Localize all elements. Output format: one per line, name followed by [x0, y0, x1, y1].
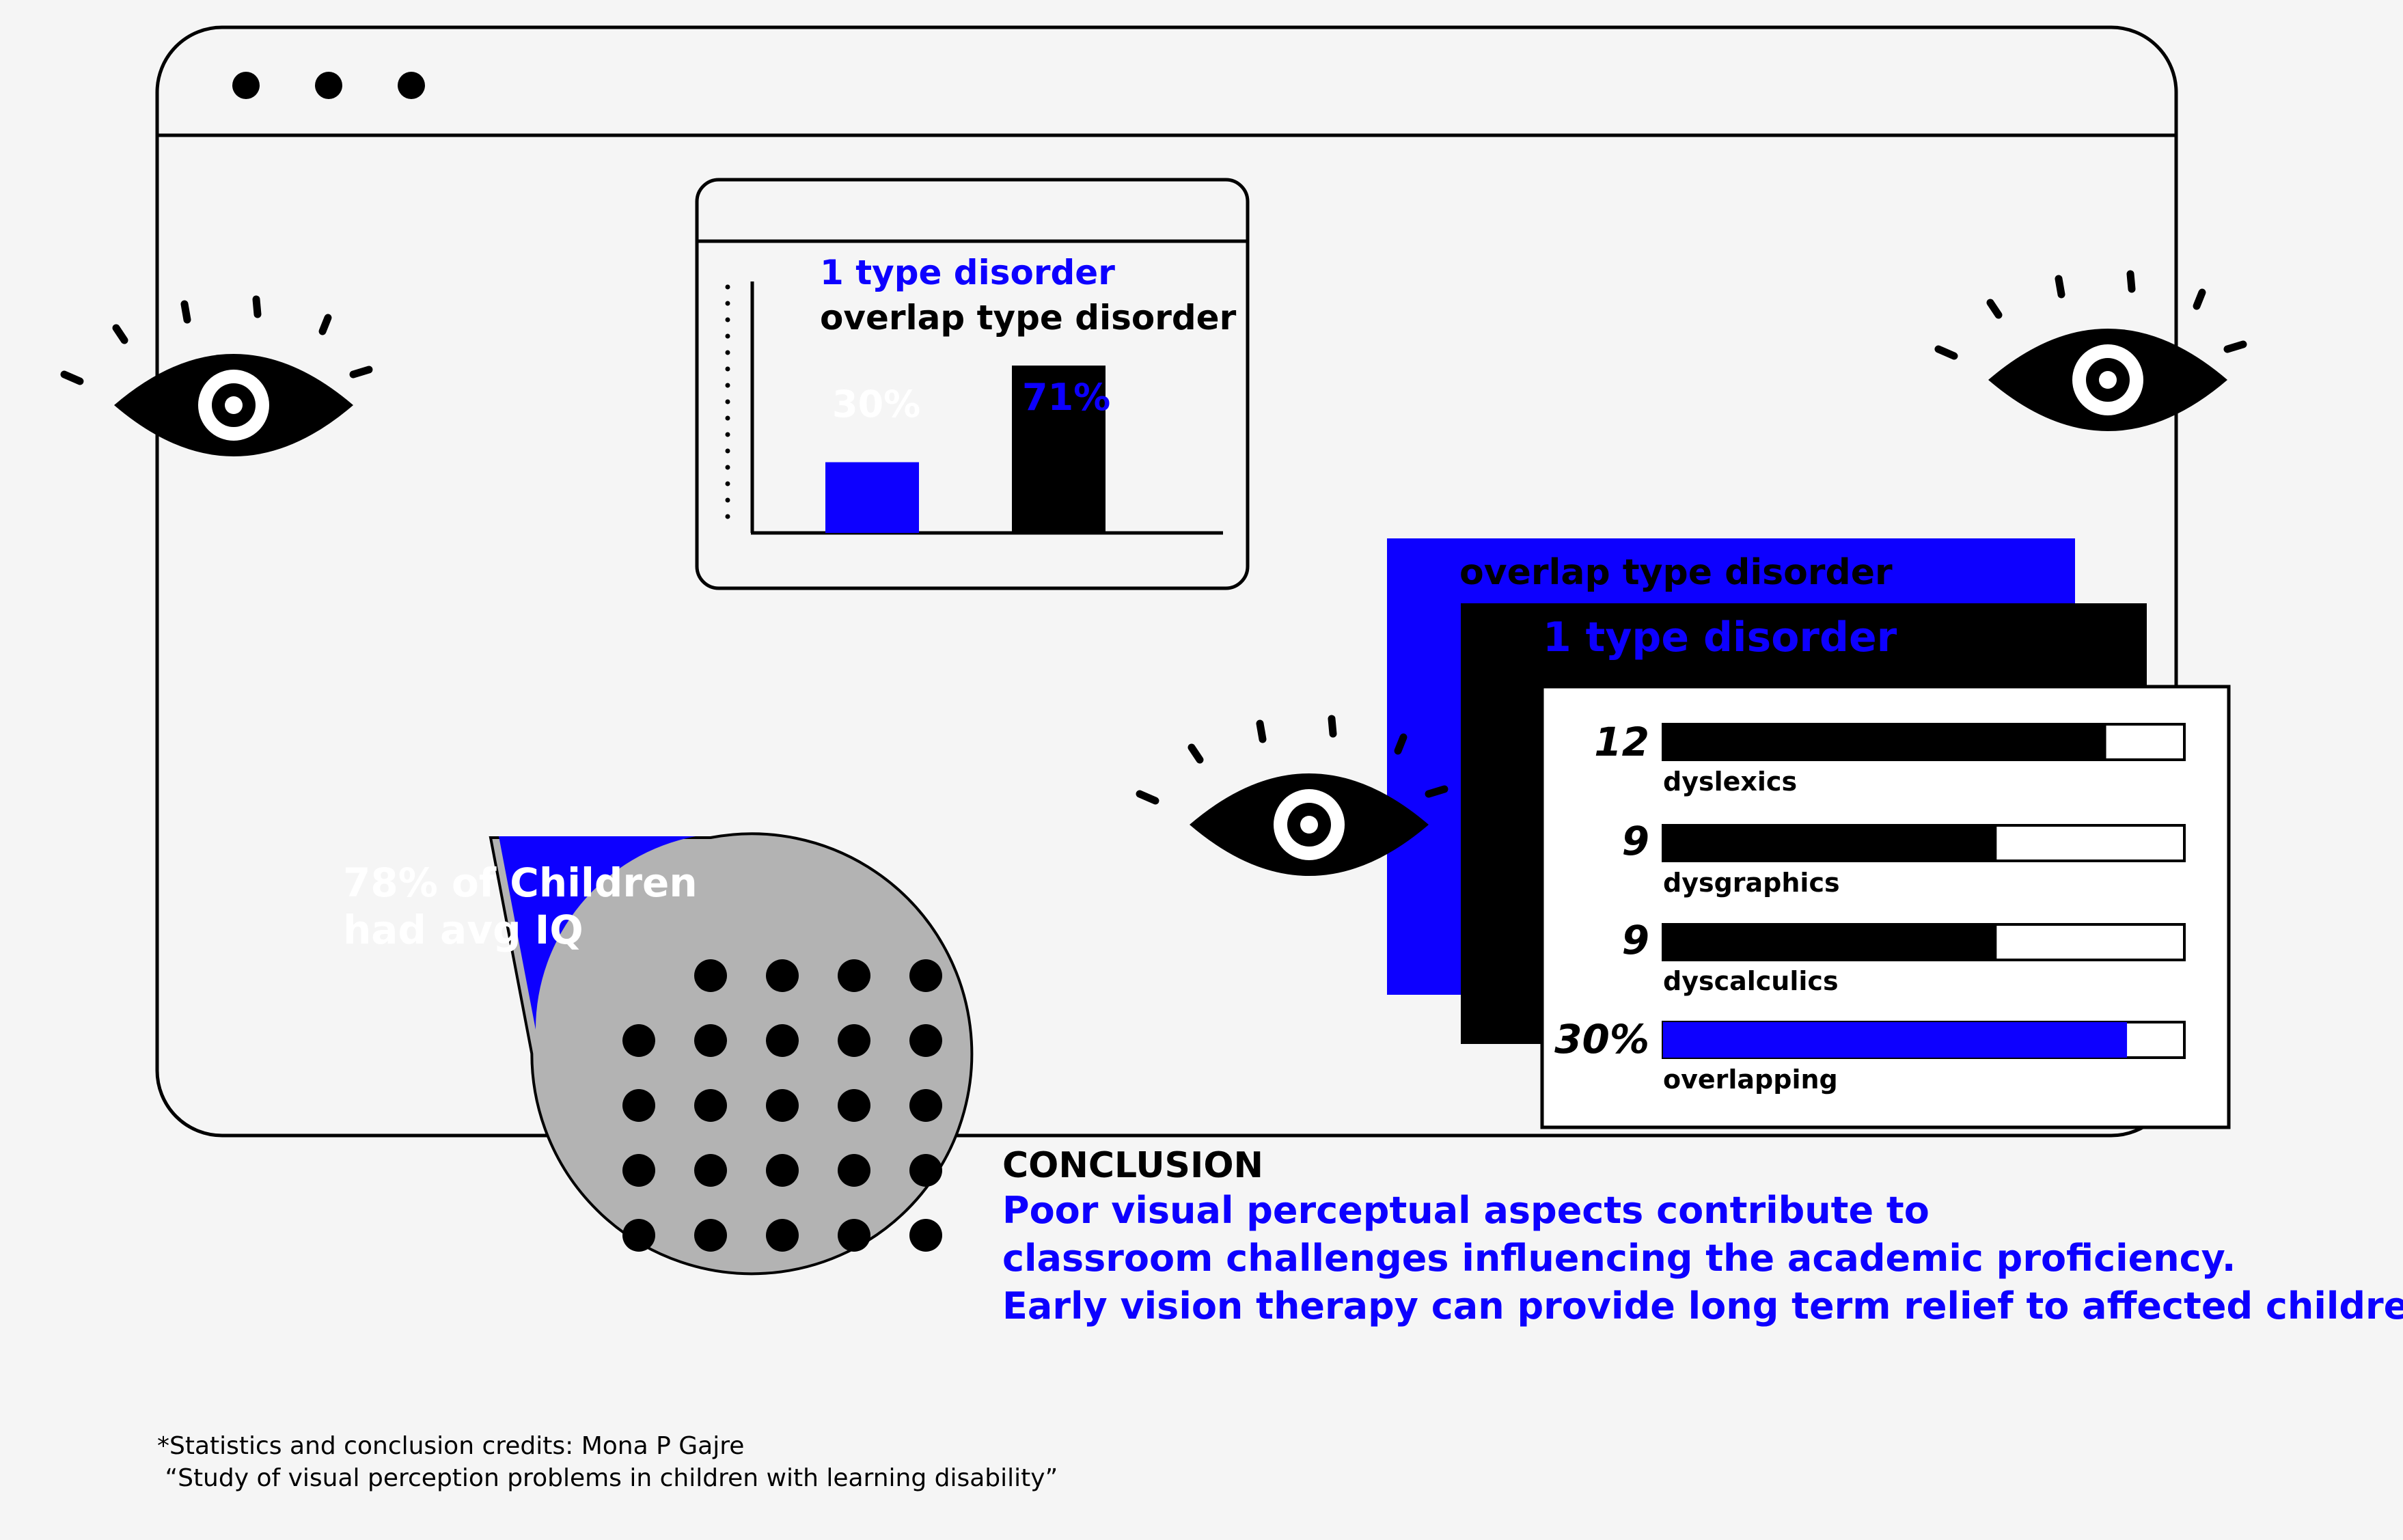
conclusion-line-1: Poor visual perceptual aspects contribut…	[1002, 1189, 1930, 1232]
window-dot	[315, 72, 342, 99]
grid-dot	[909, 1024, 942, 1057]
window-dot	[232, 72, 260, 99]
conclusion-heading: CONCLUSION	[1002, 1145, 1264, 1186]
grid-dot	[838, 1219, 870, 1252]
pie-slice-remaining	[499, 836, 696, 1030]
stat-bar-fill	[1663, 924, 1997, 960]
credits-line-2: “Study of visual perception problems in …	[157, 1464, 1058, 1492]
grid-dot	[909, 959, 942, 992]
stat-row-label: dyscalculics	[1663, 966, 1839, 996]
grid-dot	[622, 1154, 655, 1187]
dot-grid-decoration	[622, 959, 942, 1252]
pie-label-line1: 78% of Children	[343, 860, 698, 906]
conclusion-line-2: classroom challenges influencing the aca…	[1002, 1237, 2236, 1280]
bar-one-type	[825, 462, 919, 533]
bar-chart-legend-overlap-type: overlap type disorder	[820, 298, 1237, 338]
bar-chart-legend-one-type: 1 type disorder	[820, 253, 1115, 292]
stat-bar-fill	[1663, 724, 2106, 760]
overlap-panel-title: overlap type disorder	[1459, 552, 1893, 593]
stat-bar-fill	[1663, 825, 1997, 861]
grid-dot	[909, 1219, 942, 1252]
grid-dot	[694, 1219, 727, 1252]
grid-dot	[909, 1154, 942, 1187]
grid-dot	[766, 959, 799, 992]
window-control-dots	[232, 72, 425, 99]
grid-dot	[622, 1089, 655, 1122]
grid-dot	[694, 1024, 727, 1057]
stat-row-label: dyslexics	[1663, 767, 1798, 797]
grid-dot	[838, 1024, 870, 1057]
grid-dot	[909, 1089, 942, 1122]
grid-dot	[838, 1089, 870, 1122]
stat-row-label: overlapping	[1663, 1064, 1838, 1095]
grid-dot	[694, 1089, 727, 1122]
grid-dot	[838, 959, 870, 992]
bar-label-one-type: 30%	[832, 383, 921, 426]
one-type-panel-title: 1 type disorder	[1543, 614, 1897, 661]
pie-label-line2: had avg IQ	[343, 907, 583, 953]
grid-dot	[694, 1154, 727, 1187]
window-dot	[398, 72, 425, 99]
grid-dot	[766, 1219, 799, 1252]
bar-overlap-type	[1012, 366, 1106, 533]
grid-dot	[766, 1089, 799, 1122]
conclusion-line-3: Early vision therapy can provide long te…	[1002, 1284, 2403, 1328]
stat-row-number: 30%	[1554, 1016, 1649, 1062]
stat-row-number: 12	[1594, 719, 1649, 765]
stat-row-number: 9	[1621, 818, 1649, 864]
credits-line-1: *Statistics and conclusion credits: Mona…	[157, 1432, 745, 1460]
grid-dot	[838, 1154, 870, 1187]
bar-label-overlap-type: 71%	[1022, 376, 1111, 419]
grid-dot	[766, 1154, 799, 1187]
grid-dot	[622, 1024, 655, 1057]
grid-dot	[766, 1024, 799, 1057]
grid-dot	[694, 959, 727, 992]
stat-row-number: 9	[1621, 917, 1649, 963]
grid-dot	[622, 1219, 655, 1252]
stat-bar-fill	[1663, 1022, 2128, 1058]
stat-row-label: dysgraphics	[1663, 868, 1840, 898]
